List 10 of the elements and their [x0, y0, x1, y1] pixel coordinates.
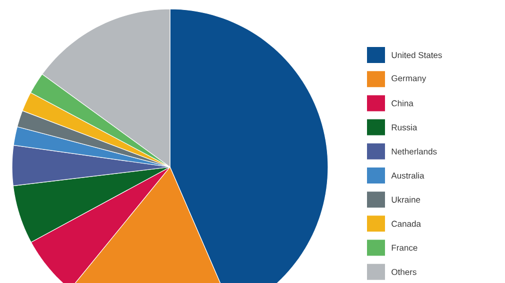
legend-label: United States — [392, 52, 442, 58]
legend-label: Russia — [392, 124, 418, 130]
legend-label: Australia — [391, 172, 424, 179]
legend-label: Canada — [392, 220, 421, 227]
legend-label: Others — [392, 268, 416, 275]
legend-label: China — [392, 100, 414, 106]
legend-label: Netherlands — [392, 148, 437, 155]
legend-label: Ukraine — [392, 196, 420, 203]
legend-label: Germany — [392, 75, 426, 83]
legend-label: France — [392, 244, 418, 251]
